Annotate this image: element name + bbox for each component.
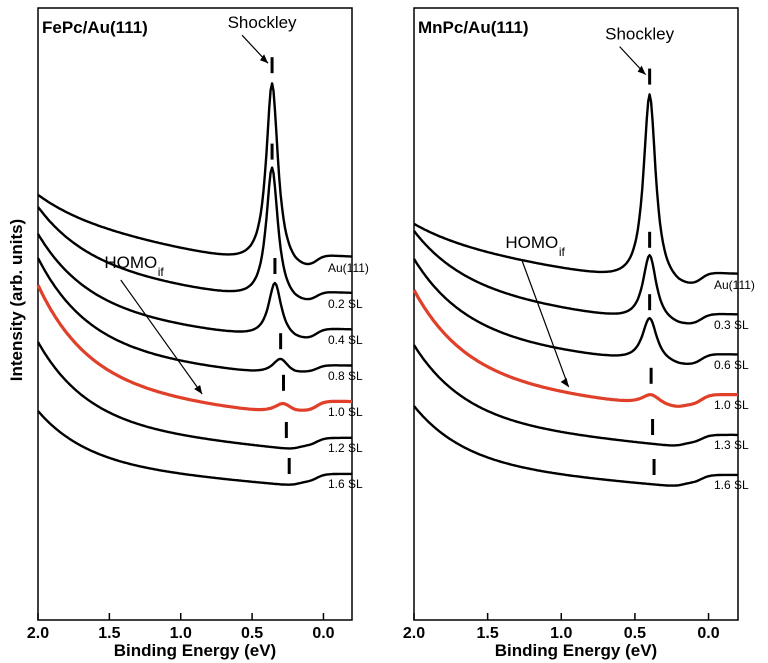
trace-label: 0.3 SL xyxy=(714,318,749,332)
panel-2: MnPc/Au(111) 2.0 1.5 1.0 0.5 0.0 Binding Energ… xyxy=(403,7,755,660)
x-tick-label: 0.5 xyxy=(624,625,646,642)
trace-label: 0.6 SL xyxy=(714,358,749,372)
trace-label: 1.0 SL xyxy=(328,405,363,419)
x-tick-label: 0.0 xyxy=(697,625,719,642)
spectrum-trace xyxy=(37,82,353,266)
panel-title: FePc/Au(111) xyxy=(42,18,148,37)
spectrum-trace xyxy=(412,289,739,408)
x-axis-title: Binding Energy (eV) xyxy=(495,641,657,660)
spectrum-trace xyxy=(413,405,738,487)
homo-subscript: if xyxy=(158,265,165,279)
shockley-arrowhead xyxy=(260,54,269,64)
x-axis-title: Binding Energy (eV) xyxy=(114,641,276,660)
homo-subscript: if xyxy=(559,245,566,259)
x-tick-label: 1.5 xyxy=(477,625,499,642)
spectrum-trace xyxy=(36,233,352,339)
trace-label: Au(111) xyxy=(328,261,369,275)
x-tick-label: 1.0 xyxy=(170,625,192,642)
homo-annotation: HOMO xyxy=(505,233,558,252)
spectrum-trace xyxy=(36,257,352,373)
x-tick-label: 0.5 xyxy=(241,625,263,642)
y-axis-title: Intensity (arb. units) xyxy=(7,219,26,381)
trace-label: 0.8 SL xyxy=(328,369,363,383)
homo-arrow xyxy=(521,259,570,388)
x-tick-label: 1.0 xyxy=(550,625,572,642)
x-tick-label: 2.0 xyxy=(403,625,425,642)
shockley-arrowhead xyxy=(637,65,646,75)
spectrum-trace xyxy=(413,230,738,325)
spectrum-trace xyxy=(412,258,738,365)
panel-title: MnPc/Au(111) xyxy=(418,18,529,37)
homo-arrow xyxy=(120,279,203,395)
plot-frame xyxy=(413,7,739,621)
trace-label: 1.6 SL xyxy=(328,477,363,491)
trace-label: 1.0 SL xyxy=(714,398,749,412)
panel-1: FePc/Au(111) 2.0 1.5 1.0 0.5 0.0 Binding Energ… xyxy=(27,7,369,660)
trace-label: Au(111) xyxy=(714,278,755,292)
shockley-annotation: Shockley xyxy=(228,13,297,32)
x-tick-label: 2.0 xyxy=(27,625,49,642)
x-tick-label: 1.5 xyxy=(98,625,120,642)
trace-label: 1.2 SL xyxy=(328,441,363,455)
trace-label: 1.6 SL xyxy=(714,478,749,492)
homo-annotation: HOMO xyxy=(104,253,157,272)
spectrum-trace xyxy=(36,284,353,412)
shockley-annotation: Shockley xyxy=(605,25,674,44)
plot-frame xyxy=(37,7,353,621)
panels: FePc/Au(111) 2.0 1.5 1.0 0.5 0.0 Binding Energ… xyxy=(27,7,755,660)
spectrum-trace xyxy=(36,341,352,450)
spectrum-trace xyxy=(37,410,352,486)
trace-label: 0.4 SL xyxy=(328,333,363,347)
spectrum-trace xyxy=(413,93,739,284)
trace-label: 1.3 SL xyxy=(714,438,749,452)
spectrum-trace xyxy=(412,344,738,447)
homo-arrowhead xyxy=(560,378,569,387)
x-tick-label: 0.0 xyxy=(312,625,334,642)
trace-label: 0.2 SL xyxy=(328,297,363,311)
homo-arrowhead xyxy=(194,385,203,394)
spectrum-trace xyxy=(37,166,352,301)
